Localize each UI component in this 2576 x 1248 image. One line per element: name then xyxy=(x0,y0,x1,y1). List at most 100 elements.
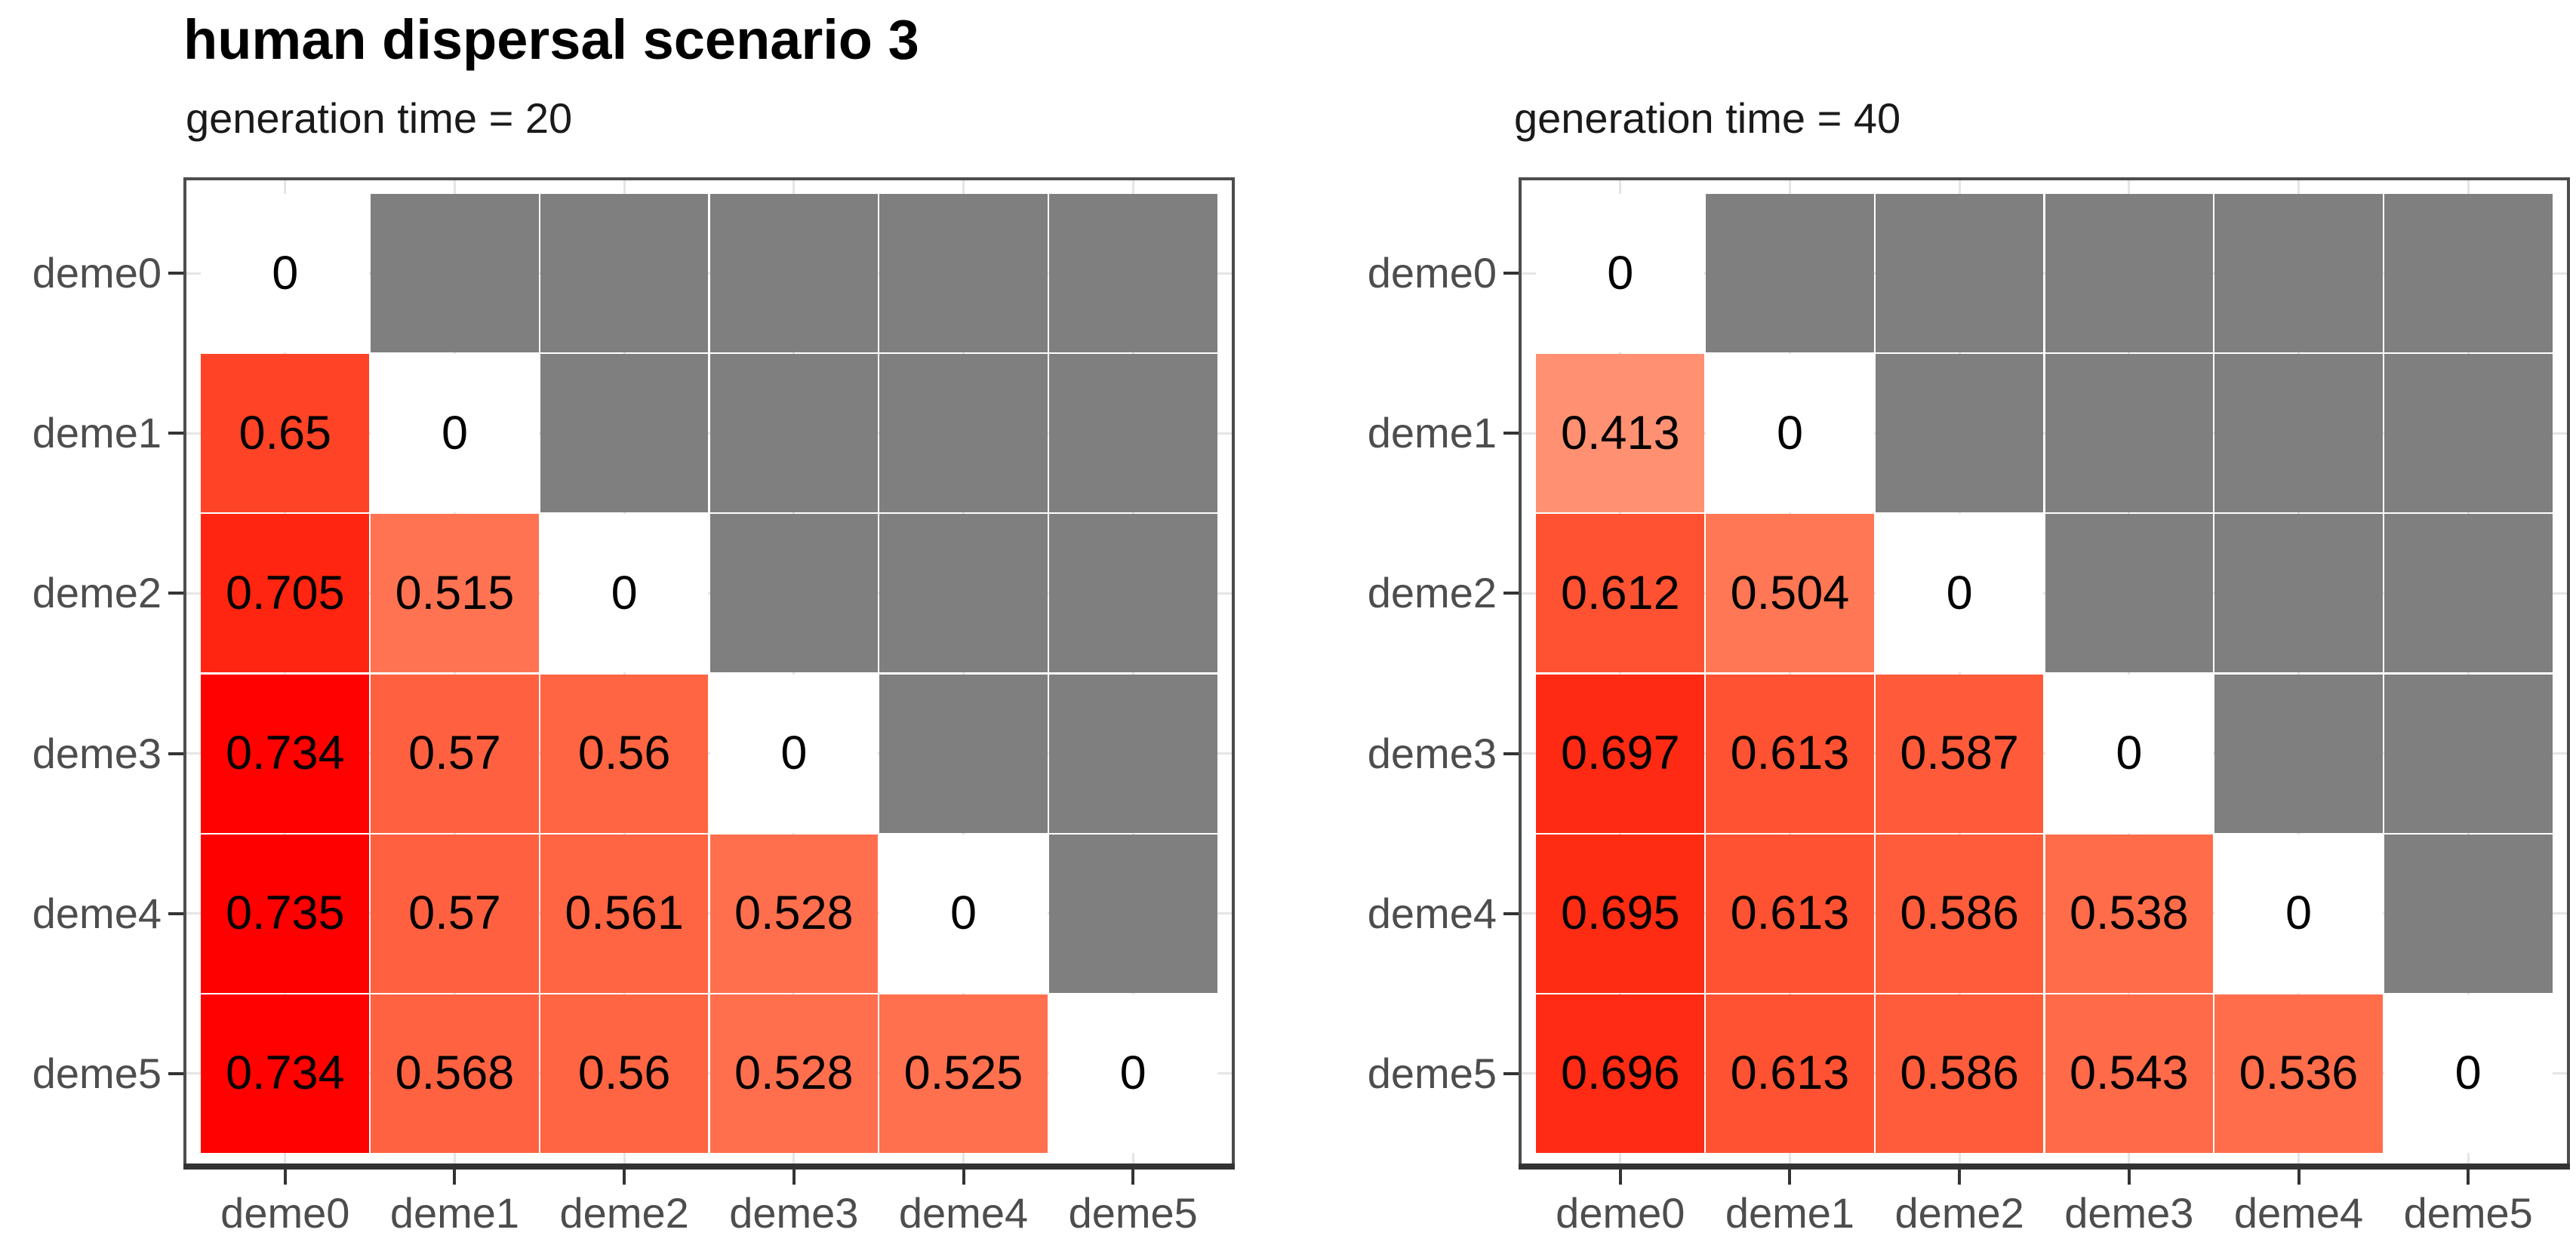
x-axis-tick xyxy=(792,1170,796,1185)
y-axis-tick xyxy=(168,272,183,275)
heatmap-cell: 0 xyxy=(709,674,879,833)
heatmap-cell-value: 0.528 xyxy=(734,887,854,940)
heatmap-cell-value: 0.735 xyxy=(225,887,345,940)
heatmap-cell-value: 0.696 xyxy=(1560,1047,1680,1100)
heatmap-cell: 0.538 xyxy=(2045,834,2214,993)
x-axis-label: deme3 xyxy=(2064,1189,2194,1237)
heatmap-cell: 0 xyxy=(879,834,1048,993)
gridline-horizontal xyxy=(186,432,1232,435)
heatmap-cell-value: 0.525 xyxy=(903,1047,1023,1100)
heatmap-cell-value: 0.538 xyxy=(2070,887,2189,940)
heatmap-cell: 0.586 xyxy=(1875,994,2044,1153)
gridline-horizontal xyxy=(1522,432,2567,435)
y-axis-label: deme2 xyxy=(32,569,162,617)
heatmap-cell: 0 xyxy=(1875,514,2044,673)
heatmap-cell: 0 xyxy=(1048,994,1217,1153)
x-axis-label: deme3 xyxy=(729,1189,859,1237)
heatmap-cell-na xyxy=(2384,834,2553,993)
heatmap-cell: 0.587 xyxy=(1875,674,2044,833)
heatmap-cell-value: 0.586 xyxy=(1900,887,2019,940)
gridline-horizontal xyxy=(1522,1072,2567,1075)
x-axis-label: deme4 xyxy=(898,1189,1029,1237)
gridline-vertical xyxy=(1131,180,1134,1167)
heatmap-cell-na xyxy=(1048,514,1217,673)
panel-area: 0 0.65 0 0.705 0.515 0 0.734 0.57 0.56 0 0.735 0.57… xyxy=(183,177,1235,1170)
x-axis-label: deme1 xyxy=(1725,1189,1855,1237)
heatmap-cell: 0 xyxy=(2384,994,2553,1153)
heatmap-cell-value: 0 xyxy=(780,727,808,780)
y-axis-tick xyxy=(1503,911,1519,915)
y-axis-tick xyxy=(168,592,183,595)
y-axis-tick xyxy=(168,1071,183,1075)
gridline-vertical xyxy=(2297,180,2301,1167)
y-axis-tick xyxy=(168,911,183,915)
heatmap-cell: 0.696 xyxy=(1536,994,1705,1153)
gridline-vertical xyxy=(1958,180,1961,1167)
heatmap-cell: 0.525 xyxy=(879,994,1048,1153)
heatmap-cell: 0 xyxy=(2045,674,2214,833)
heatmap-cell: 0.57 xyxy=(371,674,539,833)
heatmap-cell: 0.528 xyxy=(709,994,879,1153)
heatmap-cell: 0.536 xyxy=(2214,994,2383,1153)
heatmap-cell-value: 0.734 xyxy=(225,1047,345,1100)
gridline-horizontal xyxy=(186,272,1232,275)
heatmap-cell: 0.734 xyxy=(201,674,370,833)
gridline-horizontal xyxy=(1522,592,2567,595)
x-axis-label: deme5 xyxy=(2403,1189,2533,1237)
heatmap-cell-value: 0 xyxy=(1119,1047,1146,1100)
heatmap-cell-na xyxy=(709,514,879,673)
x-axis-label: deme2 xyxy=(1894,1189,2024,1237)
x-axis-line xyxy=(1519,1163,2570,1170)
y-axis-label: deme1 xyxy=(32,409,162,457)
heatmap-cell-na xyxy=(879,194,1048,353)
heatmap-cell-na xyxy=(879,674,1048,833)
heatmap-cell: 0.413 xyxy=(1536,354,1705,513)
heatmap-cell: 0.612 xyxy=(1536,514,1705,673)
heatmap-cell: 0.568 xyxy=(371,994,539,1153)
x-axis-label: deme0 xyxy=(220,1189,350,1237)
x-axis-label: deme4 xyxy=(2233,1189,2364,1237)
gridline-vertical xyxy=(1788,180,1791,1167)
heatmap-cell-na xyxy=(2214,674,2383,833)
x-axis-label: deme1 xyxy=(389,1189,520,1237)
heatmap-cell-value: 0.705 xyxy=(225,566,345,619)
heatmap-cell-value: 0.504 xyxy=(1730,566,1850,619)
heatmap-cell-value: 0 xyxy=(1776,406,1803,460)
y-axis-label: deme1 xyxy=(1367,409,1497,457)
gridline-horizontal xyxy=(186,912,1232,915)
heatmap-cell-value: 0 xyxy=(949,887,977,940)
y-axis-tick xyxy=(1503,272,1519,275)
heatmap-cell-value: 0 xyxy=(1607,246,1634,300)
heatmap-cell-na xyxy=(709,194,879,353)
heatmap-cell: 0.613 xyxy=(1706,674,1874,833)
heatmap-cell-na xyxy=(2384,194,2553,353)
heatmap-cell: 0.613 xyxy=(1706,834,1874,993)
gridline-horizontal xyxy=(1522,752,2567,755)
y-axis-label: deme3 xyxy=(32,729,162,777)
x-axis-tick xyxy=(1788,1170,1792,1185)
gridline-vertical xyxy=(792,180,796,1167)
heatmap-cell-na xyxy=(879,514,1048,673)
heatmap-cell-value: 0.586 xyxy=(1900,1047,2019,1100)
heatmap-cell: 0.735 xyxy=(201,834,370,993)
gridline-vertical xyxy=(2467,180,2470,1167)
x-axis-tick xyxy=(1618,1170,1622,1185)
y-axis-label: deme0 xyxy=(32,249,162,297)
x-axis-tick xyxy=(1131,1170,1135,1185)
heatmap-cell-value: 0.56 xyxy=(577,1047,671,1100)
gridline-horizontal xyxy=(186,752,1232,755)
gridline-vertical xyxy=(1619,180,1622,1167)
x-axis-tick xyxy=(1958,1170,1962,1185)
gridline-vertical xyxy=(284,180,287,1167)
heatmap-cell: 0.561 xyxy=(540,834,709,993)
heatmap-cell-value: 0.587 xyxy=(1900,727,2019,780)
y-axis-tick xyxy=(1503,432,1519,435)
heatmap-cell-na xyxy=(1048,354,1217,513)
heatmap-cell-na xyxy=(2045,354,2214,513)
gridline-vertical xyxy=(962,180,965,1167)
y-axis-label: deme3 xyxy=(1367,729,1497,777)
x-axis-tick xyxy=(623,1170,626,1185)
heatmap-cell-value: 0.561 xyxy=(565,887,684,940)
heatmap-cell-na xyxy=(1048,834,1217,993)
heatmap-cell-value: 0.413 xyxy=(1560,406,1680,460)
